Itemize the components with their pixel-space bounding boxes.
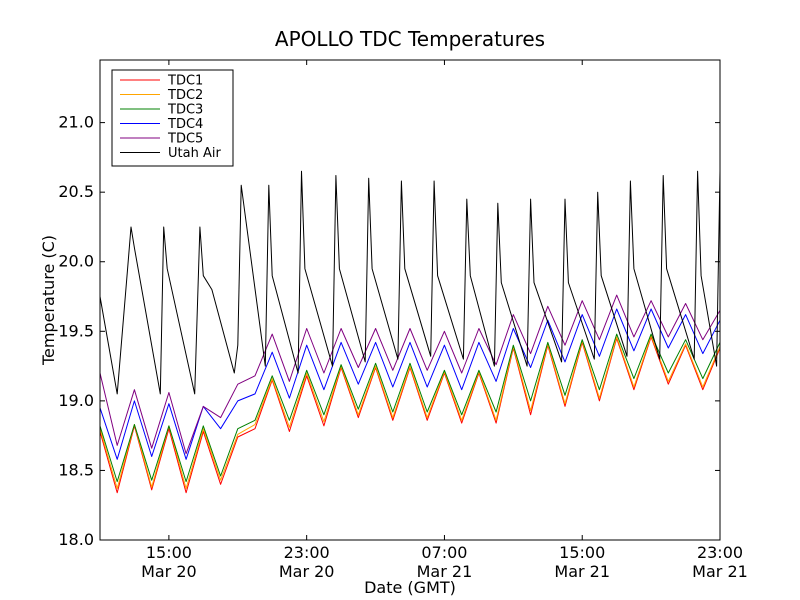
y-axis-label: Temperature (C) — [39, 235, 58, 366]
legend-label-tdc2: TDC2 — [167, 88, 203, 103]
x-tick-label-date: Mar 21 — [554, 562, 610, 581]
x-tick-label-date: Mar 21 — [692, 562, 748, 581]
x-tick-label-time: 07:00 — [421, 543, 467, 562]
legend-label-tdc4: TDC4 — [167, 117, 203, 132]
plot-frame — [99, 59, 721, 541]
chart-title: APOLLO TDC Temperatures — [275, 27, 545, 51]
legend-label-tdc3: TDC3 — [167, 103, 203, 118]
series-line-utah-air — [99, 170, 721, 395]
x-tick-label-time: 15:00 — [146, 543, 192, 562]
y-tick-label: 21.0 — [58, 113, 94, 132]
x-tick-label-date: Mar 21 — [417, 562, 473, 581]
y-tick-label: 18.5 — [58, 460, 94, 479]
x-tick-label-date: Mar 20 — [141, 562, 197, 581]
x-axis-label: Date (GMT) — [364, 578, 456, 597]
y-tick-label: 18.0 — [58, 530, 94, 549]
y-tick-label: 20.5 — [58, 182, 94, 201]
y-axis-ticks: 18.0 18.5 19.0 19.5 20.0 20.5 21.0 — [58, 113, 720, 549]
series-line-tdc2 — [99, 335, 721, 489]
y-tick-label: 19.0 — [58, 391, 94, 410]
y-tick-label: 20.0 — [58, 252, 94, 271]
y-tick-label: 19.5 — [58, 321, 94, 340]
legend-label-tdc1: TDC1 — [167, 74, 203, 89]
x-tick-label-date: Mar 20 — [279, 562, 335, 581]
series-layer — [99, 170, 721, 494]
series-line-tdc3 — [99, 333, 721, 483]
x-tick-label-time: 23:00 — [697, 543, 743, 562]
legend-label-utah-air: Utah Air — [168, 146, 221, 161]
x-tick-label-time: 23:00 — [284, 543, 330, 562]
legend-box — [111, 69, 234, 167]
x-tick-label-time: 15:00 — [559, 543, 605, 562]
legend-label-tdc5: TDC5 — [167, 132, 203, 147]
series-line-tdc5 — [99, 294, 721, 455]
